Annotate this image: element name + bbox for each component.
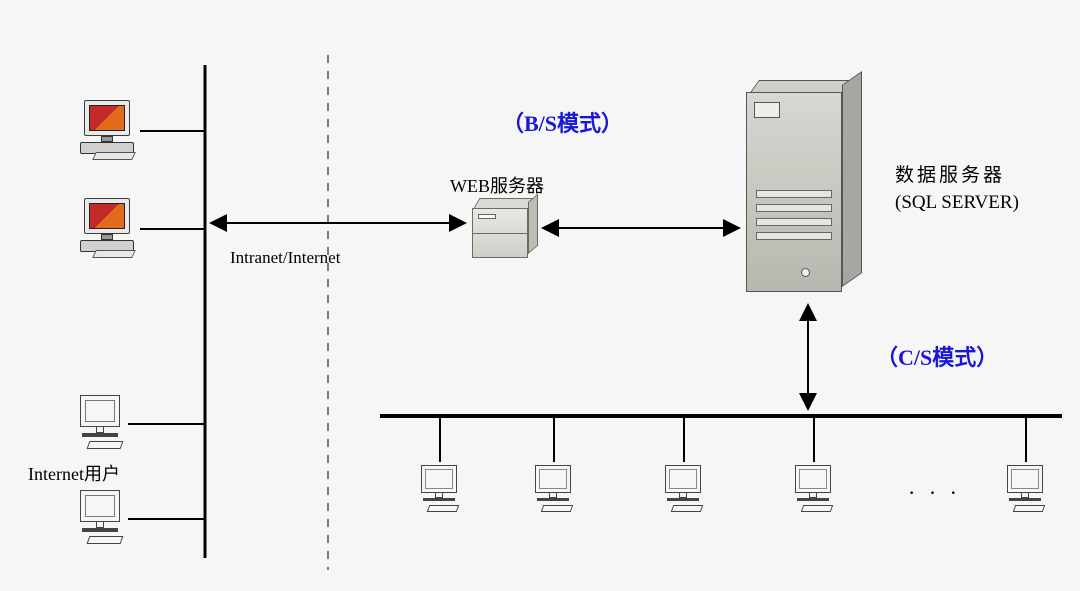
cs-client-4-icon — [792, 465, 836, 519]
db-server-label-1: 数据服务器 — [895, 160, 1005, 187]
internet-user-pc-1-icon — [76, 395, 124, 453]
intranet-label: Intranet/Internet — [230, 248, 340, 268]
client-pc-bottom-icon — [76, 198, 136, 260]
db-server-label-2: (SQL SERVER) — [895, 192, 1019, 214]
client-pc-top-icon — [76, 100, 136, 162]
internet-user-pc-2-icon — [76, 490, 124, 548]
db-server-icon — [746, 80, 876, 300]
cs-client-5-icon — [1004, 465, 1048, 519]
internet-user-label: Internet用户 — [28, 460, 120, 486]
web-server-label: WEB服务器 — [450, 172, 544, 198]
cs-client-3-icon — [662, 465, 706, 519]
bs-mode-label: （B/S模式） — [502, 106, 623, 138]
ellipsis-label: · · · — [908, 480, 961, 506]
cs-client-2-icon — [532, 465, 576, 519]
cs-client-1-icon — [418, 465, 462, 519]
web-server-icon — [472, 198, 538, 260]
cs-mode-label: （C/S模式） — [876, 340, 998, 372]
